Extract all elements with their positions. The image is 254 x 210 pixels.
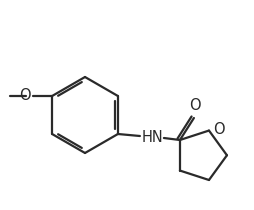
Text: O: O (19, 88, 31, 104)
Text: O: O (188, 98, 200, 113)
Text: HN: HN (141, 130, 163, 144)
Text: O: O (212, 122, 224, 137)
